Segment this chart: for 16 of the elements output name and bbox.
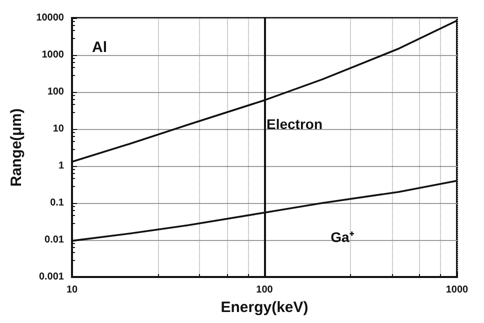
series-label: Ga⁺ (330, 229, 354, 245)
series-label: Electron (266, 116, 323, 132)
y-tick-label: 1000 (42, 50, 64, 60)
y-tick-label: 10 (52, 124, 64, 134)
y-tick-label: 1 (58, 160, 64, 172)
x-tick-label: 10 (66, 284, 78, 296)
y-tick-label: 0.1 (50, 198, 64, 208)
x-tick-label: 100 (256, 284, 274, 296)
y-axis-title: Range(μm) (8, 108, 25, 187)
x-axis-title: Energy(keV) (220, 298, 308, 316)
y-tick-label: 0.001 (38, 272, 64, 282)
x-tick-label: 1000 (446, 284, 469, 296)
y-tick-label: 100 (47, 86, 64, 98)
annotation: Al (92, 39, 107, 56)
y-tick-label: 10000 (36, 12, 64, 24)
y-tick-label: 0.01 (44, 234, 64, 246)
